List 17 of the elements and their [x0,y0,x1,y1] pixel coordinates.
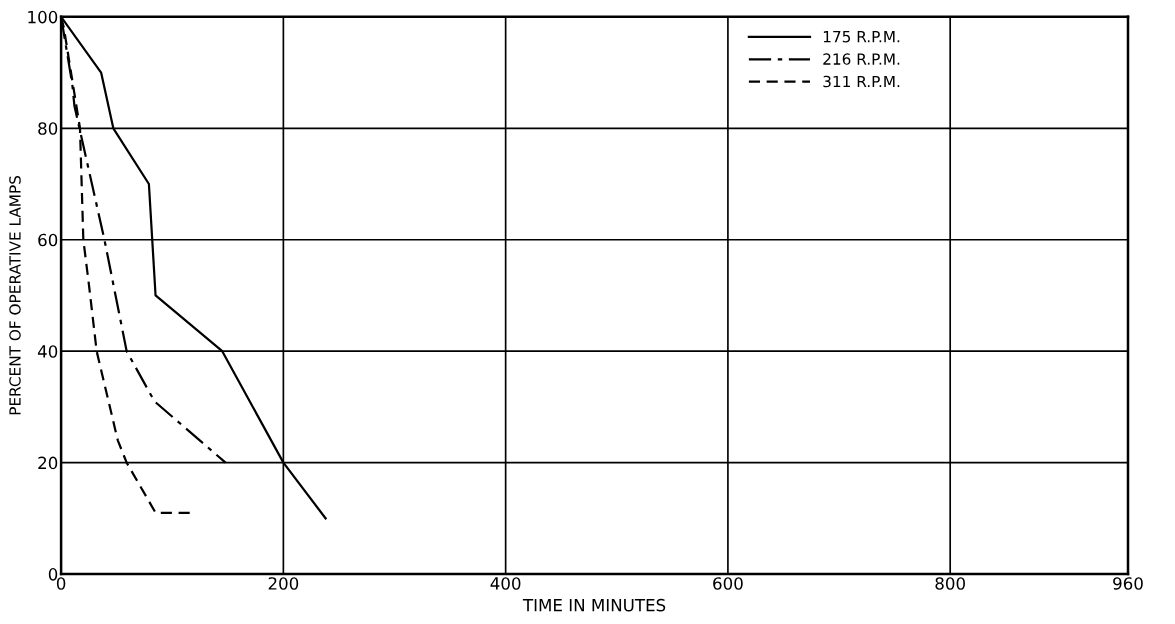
y-tick-label: 20 [38,456,58,470]
legend-label: 216 R.P.M. [823,53,900,65]
x-axis-title: TIME IN MINUTES [522,598,666,612]
y-tick-label: 80 [38,122,58,135]
y-tick-label: 60 [38,233,58,247]
legend-label: 311 R.P.M. [823,75,900,88]
x-tick-label: 600 [713,577,743,590]
y-tick-label: 40 [37,345,58,358]
x-tick-label: 800 [935,577,965,590]
x-tick-label: 400 [490,577,521,590]
y-tick-label: 0 [48,568,58,581]
x-tick-label: 0 [56,577,66,590]
legend-label: 175 R.P.M. [823,31,900,43]
y-axis-title: PERCENT OF OPERATIVE LAMPS [9,175,21,415]
x-tick-label: 200 [268,577,299,590]
y-tick-label: 100 [28,10,58,24]
x-tick-label: 960 [1113,577,1143,590]
